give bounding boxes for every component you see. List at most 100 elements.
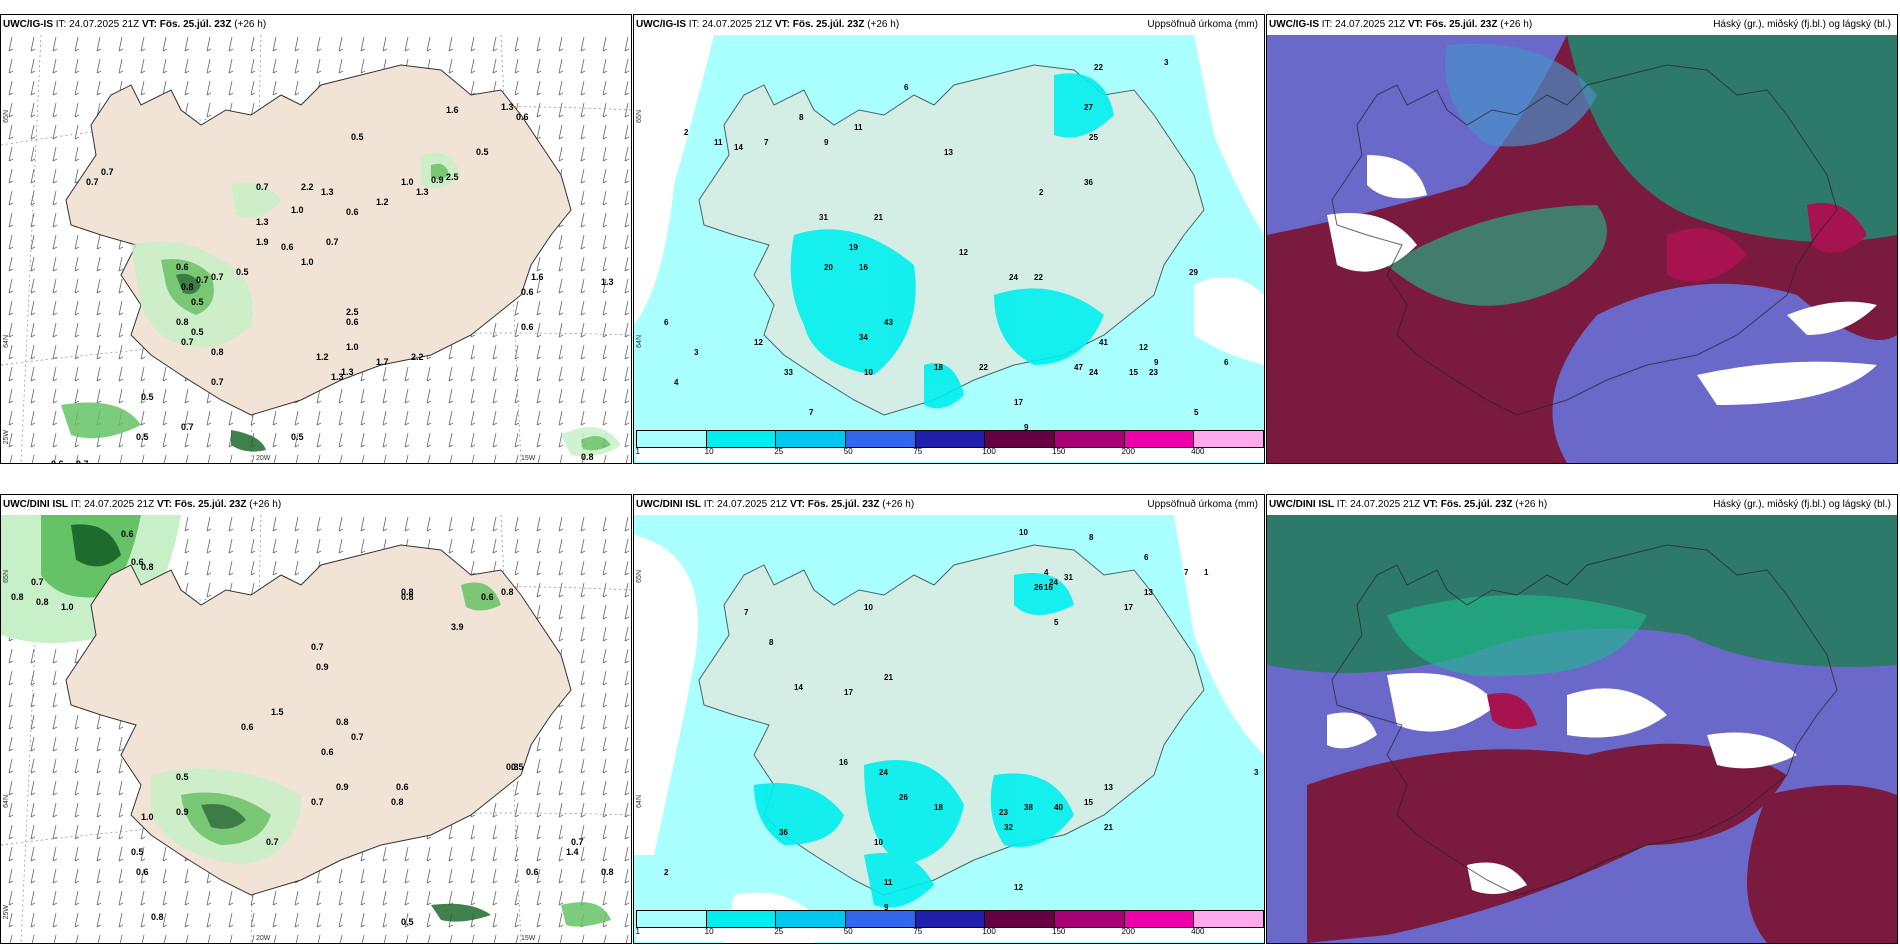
panel-igis-precip-wind: UWC/IG-IS IT: 24.07.2025 21Z VT: Fös. 25… (0, 14, 632, 464)
svg-text:1.0: 1.0 (291, 205, 304, 215)
svg-text:1.7: 1.7 (376, 357, 389, 367)
legend-swatch (776, 431, 847, 447)
svg-text:0.6: 0.6 (346, 317, 359, 327)
panel-dini-clouds: UWC/DINI ISL IT: 24.07.2025 21Z VT: Fös.… (1266, 494, 1898, 944)
svg-text:0.8: 0.8 (501, 587, 514, 597)
panel-title: UWC/IG-IS IT: 24.07.2025 21Z VT: Fös. 25… (634, 15, 1264, 35)
svg-text:1.3: 1.3 (321, 187, 334, 197)
svg-text:0.5: 0.5 (191, 327, 204, 337)
valid-time: Fös. 25.júl. 23Z (156, 19, 235, 30)
svg-text:0.9: 0.9 (176, 807, 189, 817)
svg-text:5: 5 (1194, 408, 1199, 417)
svg-text:0.6: 0.6 (321, 747, 334, 757)
lat-label-65n: 65N (636, 110, 643, 123)
panel-title: UWC/DINI ISL IT: 24.07.2025 21Z VT: Fös.… (634, 495, 1264, 515)
svg-text:0.7: 0.7 (311, 642, 324, 652)
lead-time: (+26 h) (234, 19, 267, 30)
svg-text:1.3: 1.3 (331, 372, 344, 382)
svg-text:11: 11 (854, 123, 863, 132)
iceland-map: 0.60.80.7 0.80.60.8 0.81.00.6 0.8 0.83.9 … (1, 515, 631, 943)
svg-text:9: 9 (884, 903, 889, 912)
svg-text:0.9: 0.9 (316, 662, 329, 672)
legend-tick-label: 10 (704, 927, 714, 936)
svg-text:43: 43 (884, 318, 893, 327)
svg-text:0.8: 0.8 (151, 912, 164, 922)
valid-time: Fös. 25.júl. 23Z (789, 19, 868, 30)
panel-title: UWC/IG-IS IT: 24.07.2025 21Z VT: Fös. 25… (1267, 15, 1897, 35)
init-time: IT: 24.07.2025 21Z (53, 19, 142, 30)
legend-swatch (985, 911, 1056, 927)
svg-text:0.6: 0.6 (121, 529, 134, 539)
svg-text:2.2: 2.2 (411, 352, 424, 362)
svg-text:0.7: 0.7 (311, 797, 324, 807)
svg-text:0.7: 0.7 (86, 177, 99, 187)
svg-text:0.7: 0.7 (571, 837, 584, 847)
svg-text:0.5: 0.5 (176, 772, 189, 782)
svg-text:2: 2 (684, 128, 689, 137)
svg-text:0.8: 0.8 (211, 347, 224, 357)
svg-text:18: 18 (934, 363, 943, 372)
svg-text:17: 17 (1124, 603, 1133, 612)
legend-tick-label: 1 (635, 447, 641, 456)
svg-text:1.4: 1.4 (566, 847, 579, 857)
svg-text:0.7: 0.7 (181, 422, 194, 432)
svg-text:9: 9 (1024, 423, 1029, 432)
svg-text:25: 25 (1089, 133, 1098, 142)
svg-text:47: 47 (1074, 363, 1083, 372)
svg-text:15: 15 (1129, 368, 1138, 377)
svg-text:0.7: 0.7 (181, 337, 194, 347)
svg-text:6: 6 (664, 318, 669, 327)
svg-text:26: 26 (899, 793, 908, 802)
init-time: IT: 24.07.2025 21Z (1334, 499, 1423, 510)
lon-label-25w: 25W (3, 430, 10, 445)
svg-text:36: 36 (779, 828, 788, 837)
svg-text:27: 27 (1084, 103, 1093, 112)
svg-text:20: 20 (824, 263, 833, 272)
svg-text:0.7: 0.7 (256, 182, 269, 192)
panel-title: UWC/DINI ISL IT: 24.07.2025 21Z VT: Fös.… (1, 495, 631, 515)
svg-text:7: 7 (764, 138, 769, 147)
svg-text:0.8: 0.8 (176, 317, 189, 327)
svg-text:22: 22 (979, 363, 988, 372)
svg-text:24: 24 (1049, 578, 1058, 587)
svg-text:26: 26 (1034, 583, 1043, 592)
svg-text:2.5: 2.5 (446, 172, 459, 182)
svg-text:0.9: 0.9 (431, 175, 444, 185)
svg-text:1.3: 1.3 (256, 217, 269, 227)
svg-text:5: 5 (1054, 618, 1059, 627)
svg-text:16: 16 (1044, 583, 1053, 592)
svg-text:13: 13 (1144, 588, 1153, 597)
legend-tick-label: 100 (982, 447, 996, 456)
precip-values: 1.6 1.30.6 0.50.50.7 0.70.7 2.2 1.31.0 0.6 … (51, 102, 614, 463)
svg-text:11: 11 (884, 878, 893, 887)
svg-text:14: 14 (794, 683, 803, 692)
svg-text:9: 9 (824, 138, 829, 147)
legend-tick-label: 150 (1051, 927, 1066, 936)
legend-swatch (915, 431, 986, 447)
legend-swatch (637, 911, 707, 927)
panel-dini-accum-precip: UWC/DINI ISL IT: 24.07.2025 21Z VT: Fös.… (633, 494, 1265, 944)
legend-tick-label: 100 (982, 927, 996, 936)
svg-text:1: 1 (1204, 568, 1209, 577)
legend-tick-label: 1 (635, 927, 641, 936)
svg-text:1.5: 1.5 (271, 707, 284, 717)
legend-ticks: 1 10 25 50 75 100 150 200 400 (636, 927, 1262, 939)
lead-time: (+26 h) (882, 499, 915, 510)
valid-time: Fös. 25.júl. 23Z (171, 499, 250, 510)
legend-tick-label: 25 (774, 927, 784, 936)
svg-text:3: 3 (694, 348, 699, 357)
svg-text:0.6: 0.6 (396, 782, 409, 792)
legend-swatch (846, 431, 916, 447)
svg-text:0.6: 0.6 (51, 459, 64, 463)
lon-label-20w: 20W (256, 455, 271, 462)
cloud-map (1267, 35, 1897, 463)
svg-text:0.8: 0.8 (181, 282, 194, 292)
lat-label-64n: 64N (636, 795, 643, 808)
svg-text:10: 10 (864, 368, 873, 377)
svg-text:0.6: 0.6 (516, 112, 529, 122)
svg-text:15: 15 (1084, 798, 1093, 807)
svg-text:19: 19 (849, 243, 858, 252)
svg-text:0.8: 0.8 (506, 762, 519, 772)
accum-areas (790, 73, 1114, 409)
color-legend: 1 10 25 50 75 100 150 200 400 (636, 910, 1264, 942)
